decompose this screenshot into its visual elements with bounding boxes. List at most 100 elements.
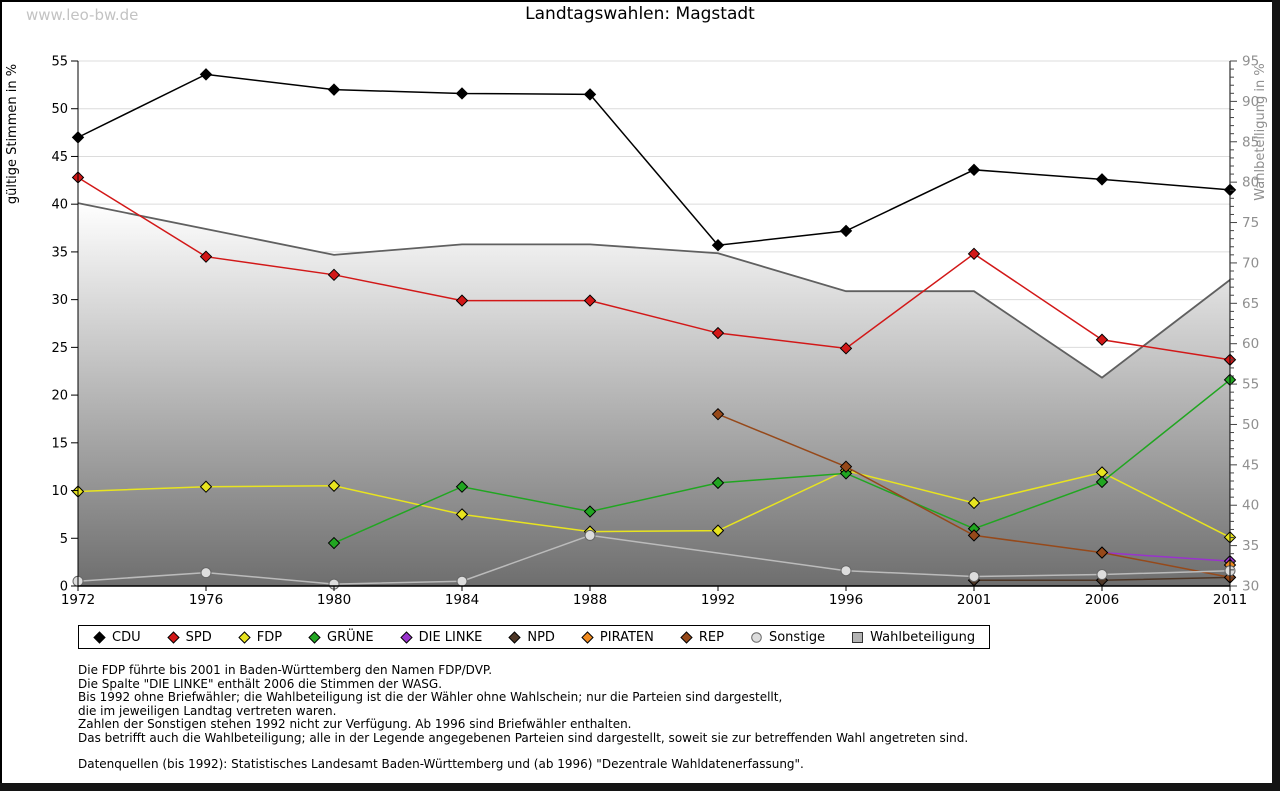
x-tick-label: 2001 (957, 592, 991, 608)
series-cdu (71, 68, 1237, 252)
legend-label: FDP (256, 629, 283, 645)
series-rep (711, 407, 1237, 584)
legend-item-fdp: FDP (238, 630, 282, 645)
data-point (199, 68, 213, 81)
data-point (584, 529, 596, 541)
left-tick-label: 30 (51, 293, 68, 308)
turnout-area-line (77, 202, 1231, 379)
election-line-chart: 0 5 10 15 20 25 30 35 40 45 50 55 30 35 40 45 50 55 60 65 70… (5, 54, 1268, 609)
data-point (583, 294, 597, 307)
footnote-line: die im jeweiligen Landtag vertreten ware… (78, 703, 337, 718)
data-point (840, 565, 852, 577)
data-point (1095, 475, 1109, 489)
data-point (711, 476, 725, 490)
data-point (711, 407, 725, 421)
data-point (583, 88, 597, 101)
data-point (839, 342, 853, 355)
right-tick-label: 55 (1242, 377, 1259, 393)
chart-legend: CDU SPD FDP GRÜNE DIE LINKE NPD PIRATEN REP Sons… (78, 625, 991, 649)
data-point (455, 87, 469, 100)
series-spd (71, 171, 1237, 366)
x-tick-label: 1992 (701, 592, 735, 608)
turnout-area-fill (78, 203, 1230, 586)
frame-edge-top (0, 0, 1280, 2)
frame-edge-bottom (0, 783, 1280, 791)
right-tick-label: 35 (1242, 538, 1259, 554)
legend-item-cdu: CDU (93, 630, 141, 645)
left-tick-label: 55 (51, 55, 68, 70)
legend-label: Sonstige (768, 629, 826, 645)
series-line (77, 176, 1231, 361)
data-point (711, 239, 725, 252)
x-tick-label: 1976 (189, 592, 223, 608)
legend-item-gr-ne: GRÜNE (308, 630, 374, 645)
legend-item-sonstige: Sonstige (750, 630, 825, 645)
right-tick-label: 65 (1242, 296, 1259, 312)
data-point (967, 247, 981, 261)
series-line (1101, 551, 1231, 562)
x-tick-label: 2006 (1085, 592, 1119, 608)
frame-edge-left (0, 0, 2, 791)
legend-item-die-linke: DIE LINKE (399, 629, 483, 645)
left-axis-title: gültige Stimmen in % (5, 64, 20, 204)
data-point (839, 467, 853, 480)
right-tick-label: 50 (1242, 417, 1259, 433)
data-point (1095, 333, 1109, 346)
data-point (1096, 569, 1108, 581)
x-tick-label: 1980 (317, 592, 351, 608)
frame-edge-right (1272, 0, 1280, 791)
left-tick-label: 40 (51, 198, 68, 213)
left-tick-label: 25 (51, 341, 68, 356)
data-point (200, 567, 212, 579)
legend-marker-diamond-icon (581, 630, 594, 644)
data-point (967, 529, 981, 542)
turnout-area (77, 202, 1231, 586)
data-point (839, 460, 853, 473)
x-tick-label: 1972 (61, 592, 95, 608)
footnote-line: Zahlen der Sonstigen stehen 1992 nicht z… (78, 717, 632, 732)
right-tick-label: 85 (1242, 134, 1259, 150)
right-tick-label: 70 (1242, 255, 1259, 271)
left-tick-label: 20 (51, 389, 68, 404)
left-tick-label: 35 (51, 245, 68, 260)
left-tick-label: 15 (51, 436, 68, 451)
chart-title: Landtagswahlen: Magstadt (525, 4, 755, 24)
data-point (1095, 173, 1109, 186)
series-line (77, 469, 1231, 538)
data-point (327, 268, 341, 282)
legend-label: NPD (527, 629, 555, 645)
axes: 0 5 10 15 20 25 30 35 40 45 50 55 30 35 40 45 50 55 60 65 70… (51, 54, 1259, 609)
legend-marker-diamond-icon (166, 630, 180, 644)
left-tick-label: 0 (60, 580, 68, 595)
legend-marker-diamond-icon (508, 630, 522, 644)
right-tick-label: 45 (1242, 457, 1259, 473)
legend-item-piraten: PIRATEN (581, 630, 654, 645)
footnote-line: Das betrifft auch die Wahlbeteiligung; a… (78, 730, 969, 745)
right-tick-label: 60 (1242, 336, 1259, 352)
left-tick-label: 10 (51, 484, 68, 499)
right-tick-label: 90 (1242, 94, 1259, 110)
legend-item-spd: SPD (166, 630, 212, 645)
data-point (968, 570, 980, 582)
legend-item-wahlbeteiligung: Wahlbeteiligung (851, 630, 975, 645)
data-point (327, 536, 341, 550)
legend-marker-diamond-icon (238, 630, 251, 644)
legend-marker-diamond-icon (680, 630, 693, 644)
legend-label: DIE LINKE (418, 629, 483, 645)
data-point (199, 250, 213, 263)
data-point (1095, 546, 1109, 559)
data-point (967, 163, 981, 177)
legend-item-rep: REP (680, 630, 724, 645)
source-line: Datenquellen (bis 1992): Statistisches L… (78, 757, 804, 771)
legend-marker-square-icon (852, 631, 864, 643)
series-line (333, 379, 1231, 544)
legend-marker-diamond-icon (308, 630, 321, 644)
right-tick-label: 40 (1242, 498, 1259, 514)
data-point (327, 83, 341, 96)
footnote-line: Die FDP führte bis 2001 in Baden-Württem… (78, 663, 493, 677)
left-tick-label: 50 (51, 102, 68, 117)
series-line (77, 73, 1231, 247)
data-point (583, 505, 597, 518)
data-point (199, 480, 213, 493)
legend-label: GRÜNE (327, 629, 374, 645)
